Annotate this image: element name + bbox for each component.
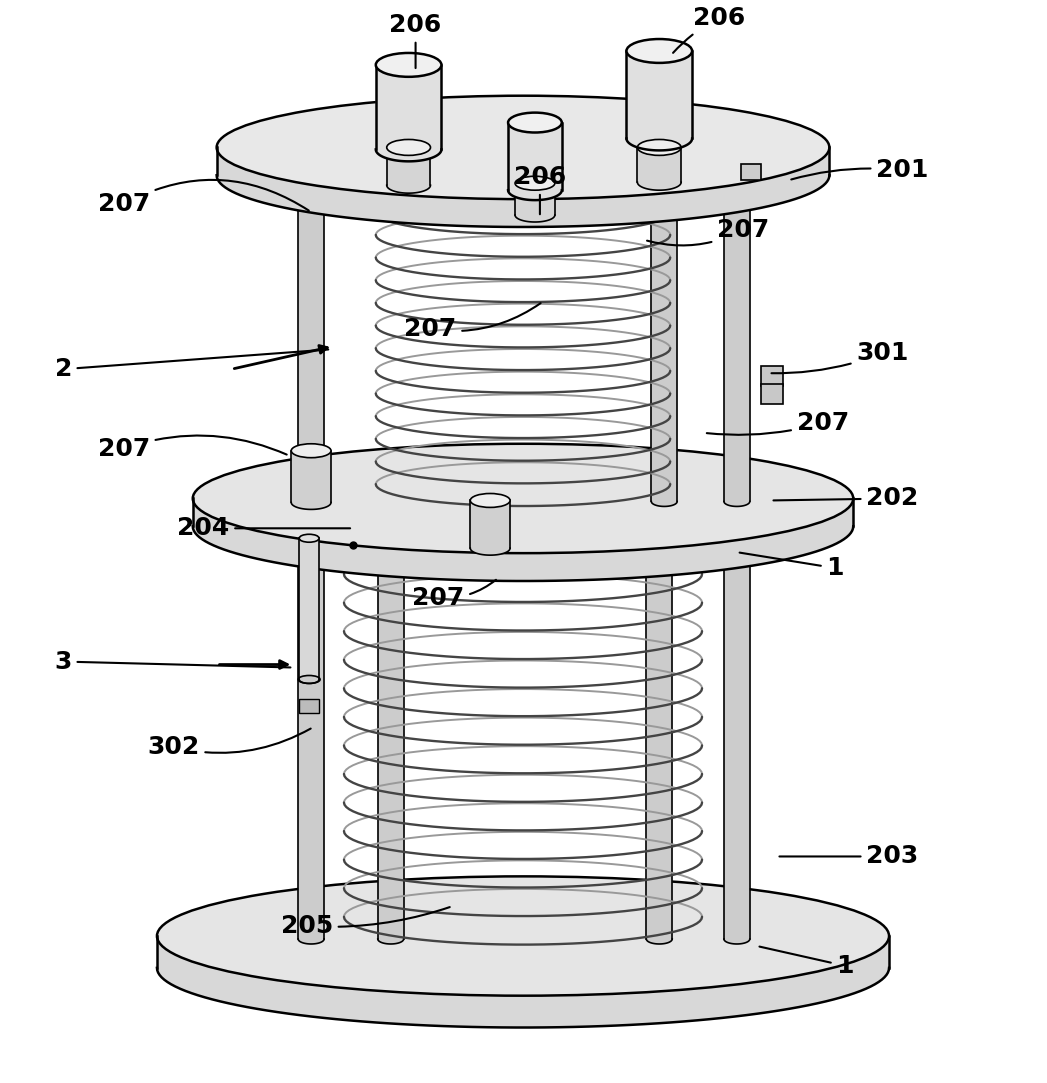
- Polygon shape: [515, 183, 555, 222]
- FancyBboxPatch shape: [299, 700, 319, 714]
- Polygon shape: [723, 526, 750, 944]
- Text: 301: 301: [772, 341, 909, 374]
- Polygon shape: [626, 51, 692, 151]
- FancyBboxPatch shape: [741, 165, 761, 180]
- Text: 1: 1: [759, 947, 854, 978]
- Ellipse shape: [298, 521, 325, 532]
- Ellipse shape: [515, 177, 555, 191]
- Ellipse shape: [299, 534, 319, 543]
- Text: 207: 207: [404, 303, 540, 341]
- Polygon shape: [646, 526, 672, 944]
- Ellipse shape: [626, 39, 692, 63]
- Ellipse shape: [378, 521, 404, 532]
- Polygon shape: [298, 526, 325, 944]
- Text: 202: 202: [774, 486, 918, 510]
- Polygon shape: [470, 500, 510, 556]
- Polygon shape: [299, 538, 319, 683]
- Polygon shape: [386, 147, 430, 193]
- Polygon shape: [157, 936, 889, 1028]
- Text: 207: 207: [413, 579, 496, 610]
- Polygon shape: [291, 451, 331, 509]
- Polygon shape: [651, 175, 677, 507]
- Text: 206: 206: [673, 6, 745, 53]
- Ellipse shape: [646, 521, 672, 532]
- Polygon shape: [217, 147, 829, 227]
- Polygon shape: [378, 526, 404, 944]
- Ellipse shape: [291, 444, 331, 458]
- Polygon shape: [723, 175, 750, 507]
- Ellipse shape: [217, 95, 829, 199]
- Text: 207: 207: [97, 180, 309, 217]
- Text: 3: 3: [54, 650, 290, 674]
- Ellipse shape: [386, 140, 430, 155]
- Ellipse shape: [638, 140, 682, 155]
- Ellipse shape: [193, 444, 853, 553]
- Ellipse shape: [470, 494, 510, 508]
- Ellipse shape: [298, 676, 320, 683]
- Text: 206: 206: [389, 13, 442, 68]
- Polygon shape: [193, 498, 853, 580]
- Ellipse shape: [508, 113, 562, 132]
- Text: 302: 302: [148, 729, 311, 759]
- Text: 207: 207: [97, 435, 287, 460]
- Polygon shape: [508, 122, 562, 200]
- Text: 201: 201: [792, 158, 929, 182]
- Ellipse shape: [376, 53, 442, 77]
- Ellipse shape: [723, 170, 750, 180]
- Ellipse shape: [723, 521, 750, 532]
- Text: 203: 203: [779, 845, 918, 869]
- Text: 205: 205: [281, 908, 450, 938]
- Polygon shape: [376, 65, 442, 161]
- Text: 204: 204: [177, 517, 350, 540]
- Text: 206: 206: [514, 166, 566, 214]
- FancyBboxPatch shape: [761, 384, 782, 404]
- Text: 2: 2: [54, 350, 329, 381]
- Ellipse shape: [157, 876, 889, 995]
- Text: 1: 1: [739, 552, 844, 580]
- Text: 207: 207: [647, 218, 770, 246]
- Ellipse shape: [651, 170, 677, 180]
- Text: 207: 207: [707, 410, 849, 435]
- Polygon shape: [638, 147, 682, 191]
- Polygon shape: [298, 175, 325, 507]
- FancyBboxPatch shape: [761, 366, 782, 387]
- Ellipse shape: [298, 170, 325, 180]
